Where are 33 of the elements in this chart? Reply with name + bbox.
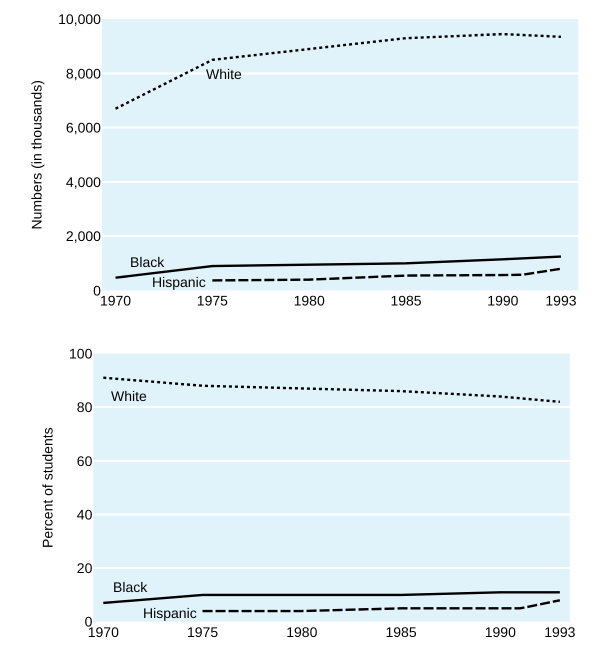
series-label: White xyxy=(206,66,242,82)
y-tick-label: 40 xyxy=(76,506,93,522)
y-tick-label: 4,000 xyxy=(66,174,102,190)
y-axis-title: Percent of students xyxy=(40,427,56,548)
x-tick-label: 1980 xyxy=(286,624,318,640)
x-tick-label: 1993 xyxy=(544,624,576,640)
line-series xyxy=(211,268,562,282)
y-tick-label: 8,000 xyxy=(66,65,102,82)
x-tick-label: 1993 xyxy=(545,292,577,308)
y-tick-label: 20 xyxy=(76,560,93,576)
x-tick-label: 1990 xyxy=(487,292,519,308)
y-tick-label: 80 xyxy=(76,399,93,416)
series-label: Hispanic xyxy=(152,274,206,290)
series-label: Black xyxy=(113,579,148,595)
series-label: Black xyxy=(130,254,166,270)
y-axis-title: Numbers (in thousands) xyxy=(28,80,45,230)
x-tick-label: 1980 xyxy=(294,292,325,308)
y-tick-label: 2,000 xyxy=(66,228,102,244)
x-tick-label: 1975 xyxy=(186,624,218,640)
line-series xyxy=(114,32,562,110)
x-tick-label: 1970 xyxy=(100,292,132,308)
y-tick-label: 0 xyxy=(93,282,102,298)
y-tick-label: 6,000 xyxy=(66,120,102,136)
line-series xyxy=(102,376,562,404)
x-tick-label: 1985 xyxy=(390,292,422,308)
series-label: White xyxy=(111,388,147,404)
x-tick-label: 1990 xyxy=(484,624,516,640)
series-label: Hispanic xyxy=(143,605,197,621)
y-tick-label: 60 xyxy=(76,452,93,469)
x-tick-label: 1975 xyxy=(196,292,228,308)
y-tick-label: 100 xyxy=(69,345,93,362)
x-tick-label: 1985 xyxy=(385,624,417,640)
y-tick-label: 10,000 xyxy=(58,11,102,28)
